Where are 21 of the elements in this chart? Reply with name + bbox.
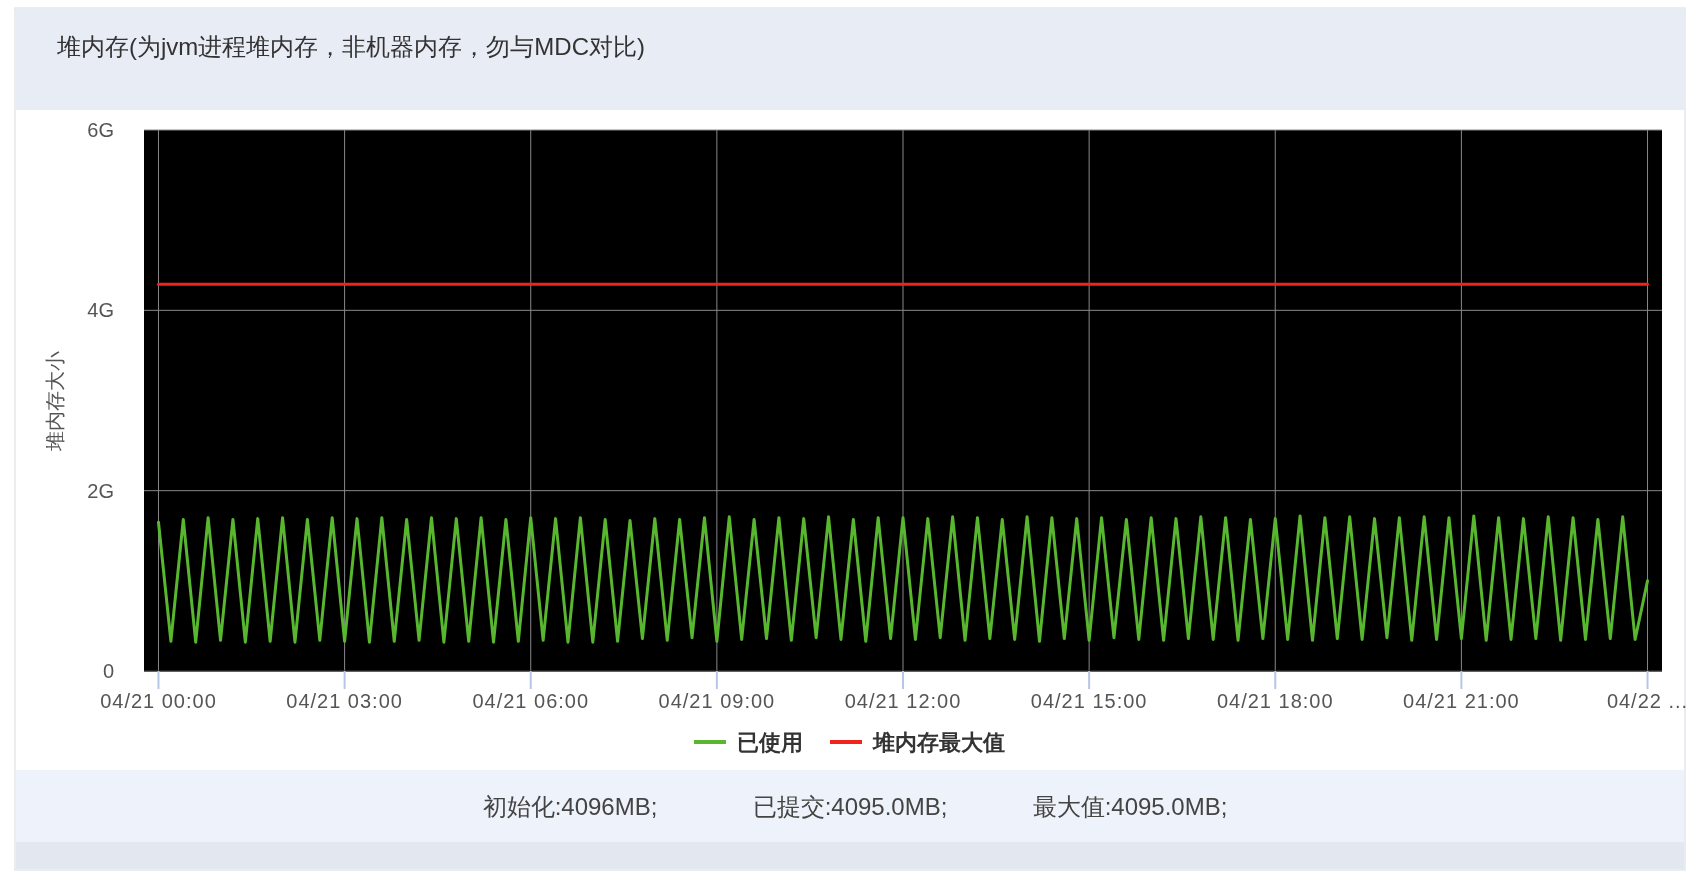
text: 初始化:4096MB; xyxy=(482,793,658,820)
y-tick-label: 2G xyxy=(87,479,114,502)
chart-title: 堆内存(为jvm进程堆内存，非机器内存，勿与MDC对比) xyxy=(56,33,645,60)
text: 已提交:4095.0MB; xyxy=(752,793,948,820)
x-tick-label: 04/22 ... xyxy=(1606,690,1689,712)
x-tick-label: 04/21 18:00 xyxy=(1216,690,1334,712)
x-tick-label: 04/21 03:00 xyxy=(286,690,403,712)
x-tick-label: 04/21 00:00 xyxy=(100,690,217,712)
text: 最大值:4095.0MB; xyxy=(1032,793,1228,820)
x-tick-label: 04/21 15:00 xyxy=(1030,690,1148,712)
x-tick-label: 04/21 21:00 xyxy=(1403,690,1520,712)
x-tick-label: 04/21 09:00 xyxy=(658,690,776,712)
x-tick-label: 04/21 12:00 xyxy=(844,690,962,712)
line-series xyxy=(156,514,1650,644)
legend-label: 已使用 xyxy=(737,730,803,755)
x-tick-label: 04/21 06:00 xyxy=(472,690,590,712)
y-tick-label: 4G xyxy=(87,299,114,322)
y-tick-label: 0 xyxy=(102,660,114,682)
y-tick-label: 6G xyxy=(87,119,114,141)
y-axis-title: 堆内存大小 xyxy=(44,350,66,452)
legend-label: 堆内存最大值 xyxy=(872,730,1005,755)
